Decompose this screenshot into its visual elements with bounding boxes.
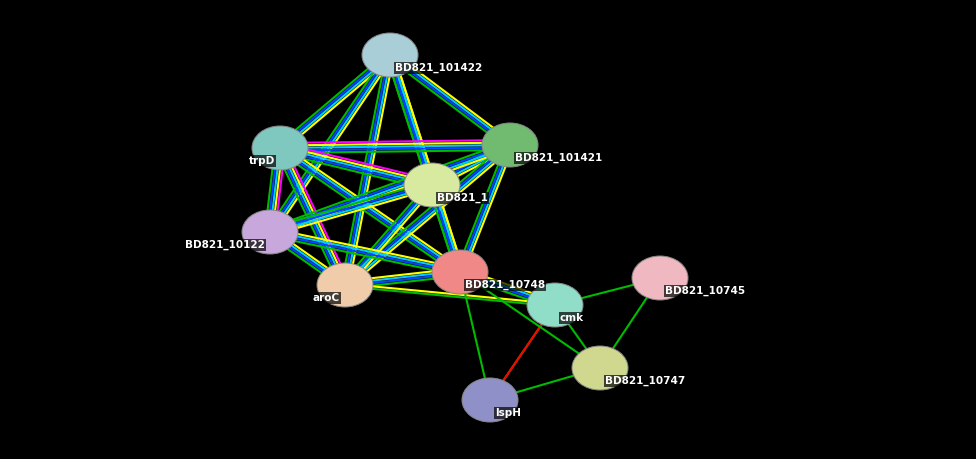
- Ellipse shape: [362, 33, 418, 77]
- Ellipse shape: [242, 210, 298, 254]
- Ellipse shape: [462, 378, 518, 422]
- Text: lspH: lspH: [495, 408, 521, 418]
- Text: BD821_101421: BD821_101421: [515, 153, 602, 163]
- Ellipse shape: [482, 123, 538, 167]
- Text: trpD: trpD: [249, 156, 275, 166]
- Text: aroC: aroC: [313, 293, 340, 303]
- Ellipse shape: [572, 346, 628, 390]
- Ellipse shape: [432, 250, 488, 294]
- Ellipse shape: [404, 163, 460, 207]
- Text: BD821_1: BD821_1: [437, 193, 488, 203]
- Text: BD821_10748: BD821_10748: [465, 280, 546, 290]
- Text: BD821_10122: BD821_10122: [185, 240, 265, 250]
- Text: BD821_10745: BD821_10745: [665, 286, 745, 296]
- Text: cmk: cmk: [560, 313, 584, 323]
- Text: BD821_101422: BD821_101422: [395, 63, 482, 73]
- Ellipse shape: [632, 256, 688, 300]
- Text: BD821_10747: BD821_10747: [605, 376, 685, 386]
- Ellipse shape: [317, 263, 373, 307]
- Ellipse shape: [252, 126, 308, 170]
- Ellipse shape: [527, 283, 583, 327]
